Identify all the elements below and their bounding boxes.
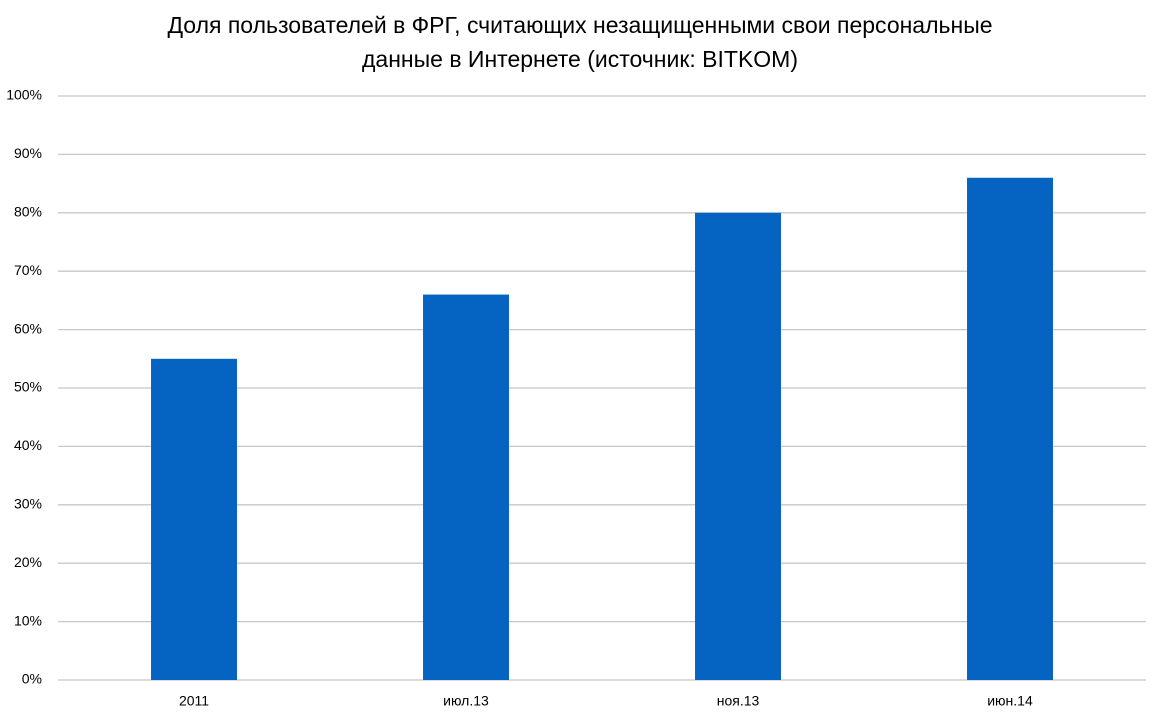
y-tick-label: 0% [22, 671, 42, 687]
x-tick-label: ноя.13 [717, 693, 760, 709]
x-tick-label: 2011 [179, 693, 209, 709]
chart-title: Доля пользователей в ФРГ, считающих неза… [167, 12, 993, 72]
x-tick-label: июл.13 [443, 693, 489, 709]
y-tick-label: 100% [6, 87, 42, 103]
bar [151, 358, 237, 680]
bar [423, 294, 509, 680]
y-tick-label: 20% [14, 554, 42, 570]
y-tick-label: 70% [14, 262, 42, 278]
y-tick-label: 60% [14, 320, 42, 336]
bar [695, 212, 781, 681]
y-tick-label: 40% [14, 437, 42, 453]
y-tick-label: 30% [14, 496, 42, 512]
y-tick-label: 10% [14, 612, 42, 628]
y-tick-label: 50% [14, 379, 42, 395]
y-tick-label: 90% [14, 145, 42, 161]
y-tick-label: 80% [14, 204, 42, 220]
x-tick-label: июн.14 [987, 693, 1033, 709]
bar [967, 177, 1053, 680]
